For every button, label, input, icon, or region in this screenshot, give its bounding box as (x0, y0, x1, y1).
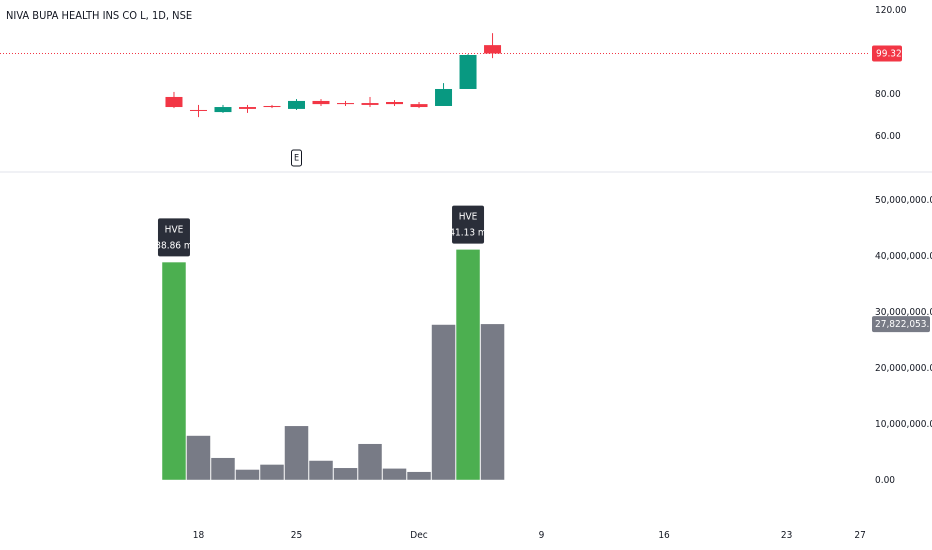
hve-box (452, 205, 485, 244)
last-volume-label: 27,822,053.00 (875, 319, 932, 330)
volume-bar (407, 471, 431, 480)
candle-body (263, 105, 281, 108)
candle-body (337, 103, 355, 105)
candle-body (214, 107, 232, 113)
y-tick-label: 120.00 (875, 5, 907, 16)
candle-body (165, 96, 183, 108)
last-price-tag (872, 45, 902, 62)
x-tick-label: 25 (291, 530, 302, 541)
volume-bar (186, 435, 211, 480)
candle-body (189, 109, 207, 111)
x-tick-label: 23 (781, 530, 792, 541)
candle-body (410, 104, 428, 108)
volume-bar (260, 464, 284, 480)
y-tick-label: 80.00 (875, 89, 901, 100)
candle-body (435, 88, 453, 106)
hve-value-label: 41.13 m (449, 228, 486, 239)
volume-bar (431, 324, 456, 480)
x-tick-label: 27 (854, 530, 865, 541)
event-marker (291, 149, 303, 167)
x-tick-label: 18 (193, 530, 205, 541)
chart-title: NIVA BUPA HEALTH INS CO L, 1D, NSE (6, 9, 192, 22)
x-tick-label: Dec (410, 530, 427, 541)
candle-body (361, 103, 379, 105)
volume-bar (456, 249, 480, 480)
event-marker-label: E (294, 154, 299, 164)
volume-bar (309, 460, 333, 480)
candle-body (288, 100, 306, 109)
candle-body (459, 54, 477, 89)
candle-body (484, 45, 502, 54)
volume-bar (211, 457, 235, 480)
volume-bar (162, 262, 186, 480)
hve-value-label: 38.86 m (155, 240, 192, 251)
volume-bar (358, 443, 382, 480)
candle-body (238, 107, 256, 109)
y-tick-label: 50,000,000.00 (875, 195, 932, 206)
x-tick-label: 9 (539, 530, 545, 541)
volume-bar (235, 469, 260, 480)
y-tick-label: 10,000,000.00 (875, 419, 932, 430)
y-tick-label: 20,000,000.00 (875, 363, 932, 374)
volume-bar (480, 324, 505, 480)
x-tick-label: 16 (658, 530, 670, 541)
last-price-label: 99.32 (876, 48, 902, 59)
hve-label: HVE (165, 224, 184, 235)
y-tick-label: 40,000,000.00 (875, 251, 932, 262)
last-volume-tag (872, 316, 930, 333)
volume-bar (333, 468, 358, 480)
hve-box (157, 218, 190, 257)
y-tick-label: 30,000,000.00 (875, 307, 932, 318)
candle-body (312, 100, 330, 105)
y-tick-label: 0.00 (875, 475, 895, 486)
candle-body (386, 102, 404, 105)
volume-bar (284, 426, 309, 480)
hve-label: HVE (459, 212, 478, 223)
volume-bar (382, 468, 407, 480)
y-tick-label: 60.00 (875, 131, 901, 142)
